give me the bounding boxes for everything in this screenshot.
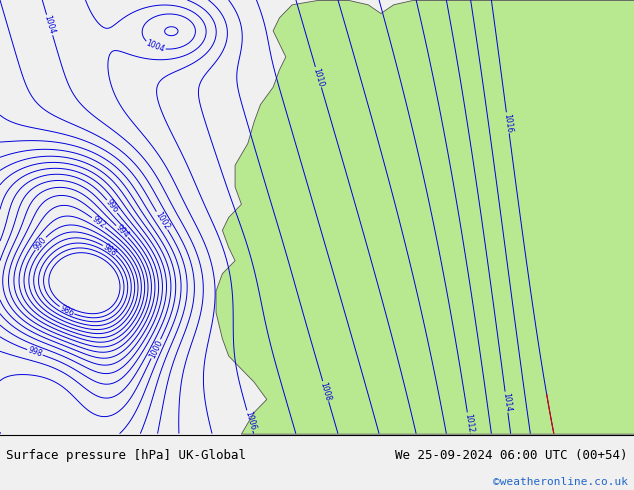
- Text: 998: 998: [27, 346, 43, 359]
- Text: 1004: 1004: [42, 14, 56, 36]
- Text: 1010: 1010: [311, 67, 325, 88]
- Text: ©weatheronline.co.uk: ©weatheronline.co.uk: [493, 477, 628, 487]
- Text: 1000: 1000: [148, 338, 164, 360]
- Text: 1004: 1004: [145, 39, 166, 54]
- Text: 992: 992: [90, 215, 107, 230]
- Text: 1002: 1002: [153, 210, 171, 231]
- Text: 1008: 1008: [319, 381, 333, 402]
- Text: Surface pressure [hPa] UK-Global: Surface pressure [hPa] UK-Global: [6, 448, 247, 462]
- Text: 988: 988: [101, 242, 118, 258]
- Text: 990: 990: [32, 235, 49, 252]
- Text: 986: 986: [58, 303, 75, 318]
- Text: 994: 994: [113, 223, 131, 240]
- Text: 1016: 1016: [502, 113, 514, 133]
- Text: 1012: 1012: [463, 413, 475, 433]
- Text: We 25-09-2024 06:00 UTC (00+54): We 25-09-2024 06:00 UTC (00+54): [395, 448, 628, 462]
- Text: 1014: 1014: [501, 392, 512, 412]
- Text: 1006: 1006: [243, 410, 257, 431]
- Text: 996: 996: [104, 198, 120, 215]
